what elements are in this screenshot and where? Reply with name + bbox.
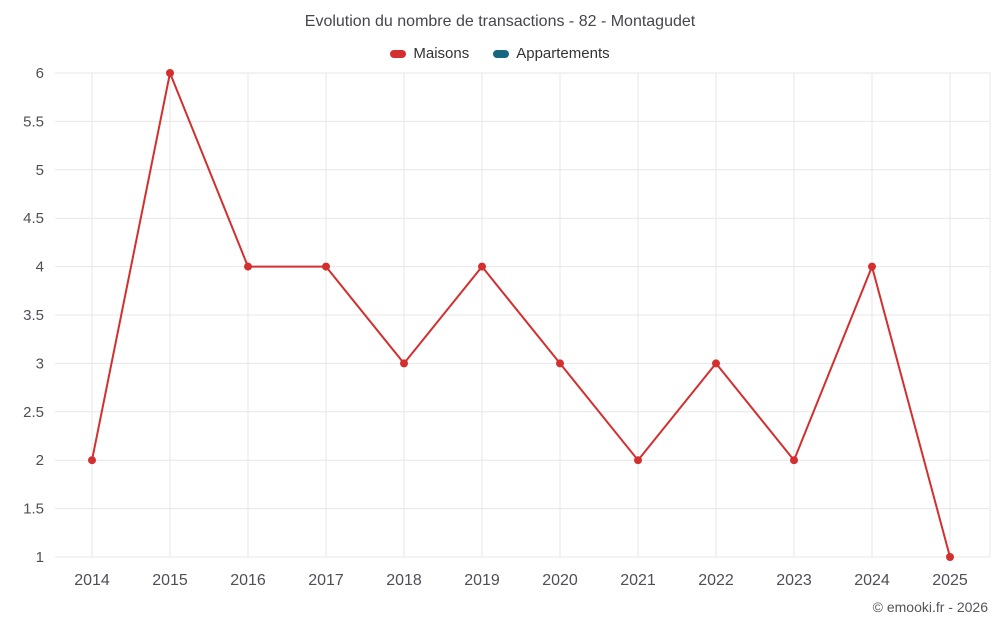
y-tick-label: 3 (36, 355, 44, 372)
series-line (91, 72, 951, 558)
y-tick-label: 2.5 (23, 404, 44, 421)
x-tick-label: 2019 (464, 572, 500, 589)
x-tick-label: 2016 (230, 572, 266, 589)
data-point (400, 359, 408, 368)
y-tick-label: 1 (36, 549, 44, 566)
legend-marker-appartements (493, 49, 510, 58)
y-tick-label: 4 (36, 259, 44, 276)
x-tick-label: 2022 (698, 572, 734, 589)
data-point (946, 553, 954, 561)
data-point (634, 456, 642, 465)
legend-marker-maisons (390, 49, 407, 58)
x-tick-label: 2023 (776, 572, 812, 589)
chart-title: Evolution du nombre de transactions - 82… (304, 13, 696, 30)
data-point (556, 359, 564, 368)
data-point (790, 456, 798, 465)
y-tick-label: 3.5 (23, 307, 44, 324)
y-tick-label: 2 (36, 452, 44, 469)
x-tick-label: 2014 (74, 572, 110, 589)
legend: Maisons Appartements (0, 45, 1000, 62)
legend-item-maisons[interactable]: Maisons (390, 45, 469, 62)
data-point (712, 359, 720, 368)
x-tick-label: 2020 (542, 572, 578, 589)
legend-label-maisons: Maisons (413, 45, 470, 62)
y-tick-label: 5 (36, 162, 44, 179)
y-tick-label: 4.5 (23, 210, 44, 227)
data-point (88, 456, 96, 465)
x-tick-label: 2017 (308, 572, 344, 589)
x-tick-label: 2021 (620, 572, 656, 589)
x-tick-label: 2024 (854, 572, 890, 589)
y-tick-label: 5.5 (23, 113, 44, 130)
data-point (166, 69, 174, 77)
x-tick-label: 2018 (386, 572, 422, 589)
data-point (478, 262, 486, 271)
data-point (244, 262, 252, 271)
y-tick-label: 6 (36, 65, 44, 82)
legend-item-appartements[interactable]: Appartements (493, 45, 610, 62)
credit-text: © emooki.fr - 2026 (872, 599, 988, 615)
data-point (322, 262, 330, 271)
y-tick-label: 1.5 (23, 501, 44, 518)
x-tick-label: 2015 (152, 572, 188, 589)
x-tick-label: 2025 (932, 572, 968, 589)
data-point (868, 262, 876, 271)
legend-label-appartements: Appartements (516, 45, 610, 62)
